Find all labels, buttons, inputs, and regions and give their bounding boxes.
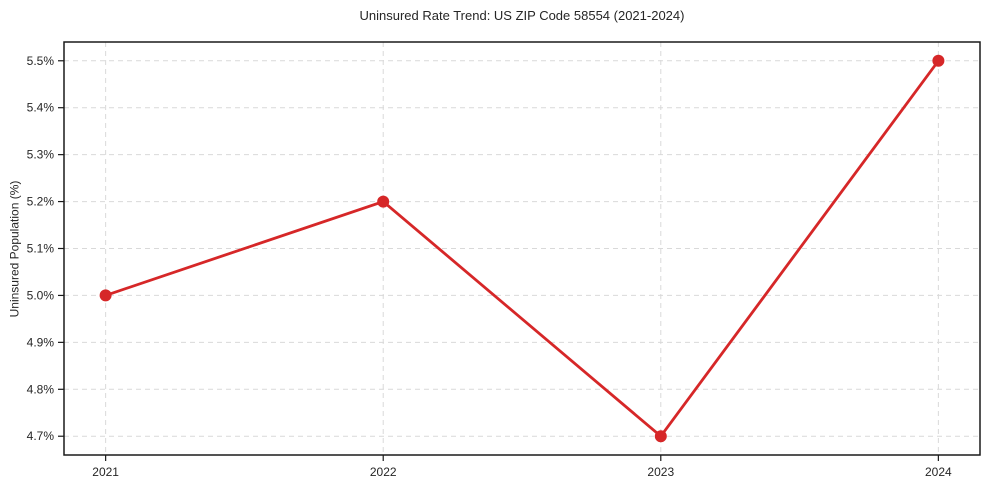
x-tick-label: 2021	[92, 465, 119, 479]
data-point	[99, 289, 112, 302]
data-point	[654, 430, 667, 443]
y-tick-label: 4.9%	[27, 335, 55, 349]
y-tick-label: 5.5%	[27, 54, 55, 68]
y-tick-label: 5.1%	[27, 242, 55, 256]
y-tick-label: 5.0%	[27, 288, 55, 302]
x-tick-label: 2023	[647, 465, 674, 479]
trend-line	[104, 59, 940, 438]
y-tick-label: 4.8%	[27, 382, 55, 396]
y-tick-label: 5.2%	[27, 195, 55, 209]
data-point	[932, 54, 945, 67]
y-tick-label: 5.4%	[27, 101, 55, 115]
chart-title: Uninsured Rate Trend: US ZIP Code 58554 …	[359, 8, 685, 23]
x-tick-label: 2022	[370, 465, 397, 479]
y-tick-label: 4.7%	[27, 429, 55, 443]
data-point	[377, 195, 390, 208]
y-tick-label: 5.3%	[27, 148, 55, 162]
x-tick-label: 2024	[925, 465, 952, 479]
